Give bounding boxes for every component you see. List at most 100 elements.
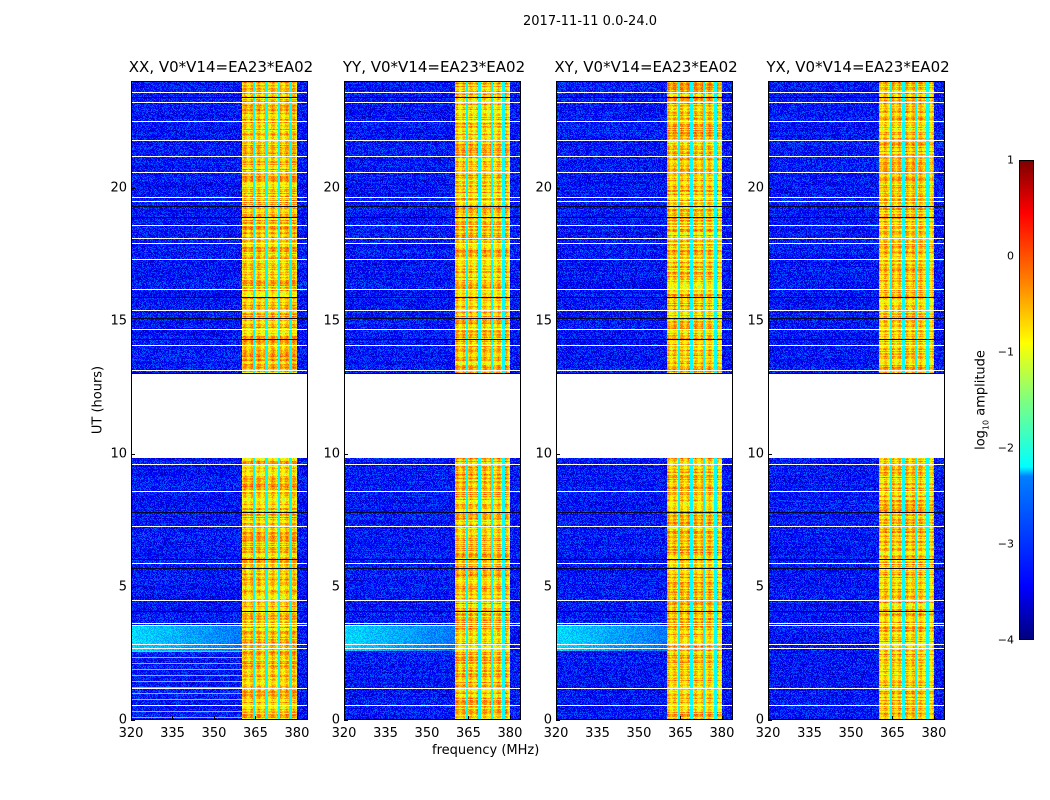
axes-frame xyxy=(768,81,945,720)
x-tick-label: 365 xyxy=(880,726,905,741)
colorbar-tick-label: −1 xyxy=(997,345,1014,359)
y-tick-mark xyxy=(556,453,560,455)
panel-yx: YX, V0*V14=EA23*EA02 320 335 350 365 380 0 5 10 1… xyxy=(747,58,949,741)
y-tick-label: 10 xyxy=(535,446,552,462)
x-tick-mark xyxy=(468,716,470,720)
panel-title: YX, V0*V14=EA23*EA02 xyxy=(766,58,950,76)
x-tick-label: 380 xyxy=(709,726,735,741)
y-axis-label: UT (hours) xyxy=(90,365,106,435)
y-tick-label: 5 xyxy=(543,579,552,595)
x-tick-label: 335 xyxy=(585,726,610,741)
x-tick-mark xyxy=(680,716,682,720)
colorbar-tick-label: −2 xyxy=(997,441,1014,455)
y-tick-mark xyxy=(344,187,348,189)
y-tick-mark xyxy=(768,320,772,322)
x-tick-mark xyxy=(213,716,215,720)
y-tick-label: 10 xyxy=(747,446,764,462)
y-tick-label: 5 xyxy=(118,579,127,595)
y-tick-label: 5 xyxy=(331,579,340,595)
y-tick-mark xyxy=(344,320,348,322)
x-tick-label: 320 xyxy=(331,726,357,741)
x-tick-label: 320 xyxy=(755,726,781,741)
x-tick-label: 320 xyxy=(118,726,144,741)
heatmap-xx xyxy=(131,81,308,720)
y-tick-mark xyxy=(131,586,135,588)
x-tick-label: 365 xyxy=(456,726,481,741)
y-tick-label: 20 xyxy=(535,180,552,195)
y-tick-label: 0 xyxy=(755,712,764,728)
axes-frame xyxy=(344,81,521,720)
panel-title: YY, V0*V14=EA23*EA02 xyxy=(342,58,526,76)
y-tick-mark xyxy=(131,320,135,322)
y-tick-mark xyxy=(556,187,560,189)
panel-xx: XX, V0*V14=EA23*EA02 320 335 350 365 380 0 5 10 1… xyxy=(110,58,313,741)
colorbar-tick-label: 0 xyxy=(1007,249,1014,263)
x-tick-label: 320 xyxy=(543,726,569,741)
y-tick-mark xyxy=(768,720,772,721)
x-tick-label: 350 xyxy=(626,726,652,741)
y-tick-mark xyxy=(131,453,135,455)
y-tick-label: 10 xyxy=(110,446,127,462)
y-tick-label: 20 xyxy=(323,180,340,195)
x-tick-mark xyxy=(509,716,511,720)
x-tick-mark xyxy=(426,716,428,720)
y-tick-label: 15 xyxy=(747,313,764,329)
x-tick-label: 380 xyxy=(497,726,523,741)
x-tick-label: 335 xyxy=(797,726,822,741)
y-tick-label: 20 xyxy=(747,180,764,195)
y-tick-mark xyxy=(556,320,560,322)
panel-title: XX, V0*V14=EA23*EA02 xyxy=(128,58,314,76)
axes-frame xyxy=(556,81,733,720)
y-tick-mark xyxy=(768,187,772,189)
x-tick-mark xyxy=(556,716,557,720)
x-tick-label: 380 xyxy=(284,726,310,741)
panel-title: XY, V0*V14=EA23*EA02 xyxy=(554,58,738,76)
panel-yy: YY, V0*V14=EA23*EA02 320 335 350 365 380 0 5 10 1… xyxy=(323,58,525,741)
x-tick-mark xyxy=(172,716,174,720)
colorbar-tick-label: −3 xyxy=(997,537,1014,551)
y-tick-label: 0 xyxy=(543,712,552,728)
heatmap-xy xyxy=(556,81,733,720)
x-tick-mark xyxy=(597,716,599,720)
colorbar-tick-label: 1 xyxy=(1007,153,1014,167)
y-tick-mark xyxy=(344,453,348,455)
axes-frame xyxy=(131,81,308,720)
x-tick-mark xyxy=(131,716,132,720)
x-tick-label: 350 xyxy=(201,726,227,741)
y-tick-label: 0 xyxy=(331,712,340,728)
y-tick-label: 0 xyxy=(118,712,127,728)
y-tick-mark xyxy=(556,720,560,721)
y-tick-label: 15 xyxy=(535,313,552,329)
x-tick-mark xyxy=(850,716,852,720)
figure-title: 2017-11-11 0.0-24.0 xyxy=(523,14,657,29)
heatmap-yy xyxy=(344,81,521,720)
y-tick-mark xyxy=(768,453,772,455)
y-tick-mark xyxy=(344,720,348,721)
y-tick-label: 10 xyxy=(323,446,340,462)
x-tick-label: 380 xyxy=(921,726,947,741)
y-tick-mark xyxy=(344,586,348,588)
x-tick-label: 335 xyxy=(160,726,185,741)
y-tick-label: 20 xyxy=(110,180,127,195)
colorbar-tick-label: −4 xyxy=(997,633,1014,647)
colorbar-label: log10 amplitude xyxy=(973,350,991,450)
x-tick-mark xyxy=(721,716,723,720)
x-tick-mark xyxy=(385,716,387,720)
x-tick-mark xyxy=(344,716,345,720)
x-tick-mark xyxy=(933,716,935,720)
x-tick-label: 335 xyxy=(373,726,398,741)
x-tick-label: 350 xyxy=(414,726,440,741)
y-tick-mark xyxy=(131,187,135,189)
x-tick-mark xyxy=(296,716,298,720)
x-axis-label: frequency (MHz) xyxy=(432,743,540,758)
colorbar xyxy=(1019,160,1034,640)
x-tick-mark xyxy=(638,716,640,720)
y-tick-mark xyxy=(556,586,560,588)
x-tick-label: 365 xyxy=(668,726,693,741)
y-tick-label: 5 xyxy=(755,579,764,595)
x-tick-mark xyxy=(255,716,257,720)
panel-xy: XY, V0*V14=EA23*EA02 320 335 350 365 380 0 5 10 1… xyxy=(535,58,737,741)
y-tick-label: 15 xyxy=(323,313,340,329)
x-tick-label: 365 xyxy=(243,726,268,741)
